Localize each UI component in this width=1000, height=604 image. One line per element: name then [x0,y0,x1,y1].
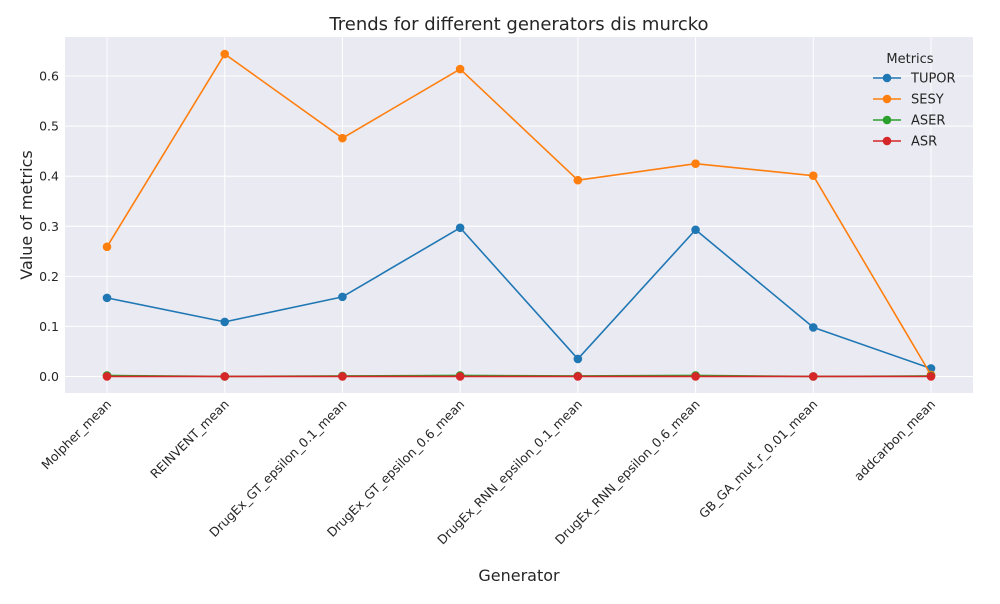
y-tick-label: 0.5 [39,119,59,134]
series-line-sesy [106,53,932,376]
data-point-asr [926,372,936,381]
legend-label: ASER [911,114,945,129]
y-tick-label: 0.2 [39,269,59,284]
data-point-tupor [102,293,112,303]
series-asr [102,372,936,381]
data-point-asr [573,372,583,381]
legend-item-aser: ASER [873,114,945,129]
legend-label: TUPOR [910,72,956,87]
data-point-tupor [220,317,230,327]
data-point-sesy [573,175,583,185]
y-tick-label: 0.0 [39,369,59,384]
chart-title: Trends for different generators dis murc… [328,14,708,35]
legend-items: TUPOR SESY ASER ASR [873,72,956,150]
data-point-asr [455,372,465,381]
data-point-sesy [808,171,818,180]
y-tick-label: 0.4 [39,169,59,184]
y-tick-label: 0.3 [39,219,59,234]
data-point-asr [102,372,112,381]
legend-marker [882,115,892,125]
y-tick-label: 0.6 [39,69,59,84]
plot-area [65,37,973,393]
legend-label: SESY [911,93,944,108]
data-point-sesy [102,242,112,252]
legend-marker [882,136,892,146]
legend-item-sesy: SESY [873,93,944,108]
data-point-tupor [573,354,583,364]
legend-item-asr: ASR [873,135,937,150]
legend-title: Metrics [886,52,933,67]
data-point-tupor [808,323,818,332]
data-point-asr [338,372,347,381]
data-point-asr [220,372,230,381]
legend-marker [882,94,892,104]
legend: Metrics TUPOR SESY ASER ASR [873,52,956,150]
x-axis-title: Generator [478,566,560,585]
series-layer [102,49,936,381]
legend-marker [882,73,892,83]
data-point-asr [691,372,700,381]
data-point-sesy [691,159,700,168]
grid-layer [65,37,973,393]
data-point-sesy [455,64,465,74]
series-tupor [102,223,936,373]
data-point-tupor [338,292,347,302]
legend-item-tupor: TUPOR [873,72,956,87]
data-point-tupor [691,225,700,235]
y-tick-label: 0.1 [39,319,59,334]
y-axis-title: Value of metrics [17,150,36,279]
data-point-sesy [220,49,230,59]
data-point-tupor [455,223,465,233]
data-point-asr [808,372,818,381]
series-line-tupor [106,226,932,370]
data-point-sesy [338,133,347,143]
legend-label: ASR [911,135,937,150]
